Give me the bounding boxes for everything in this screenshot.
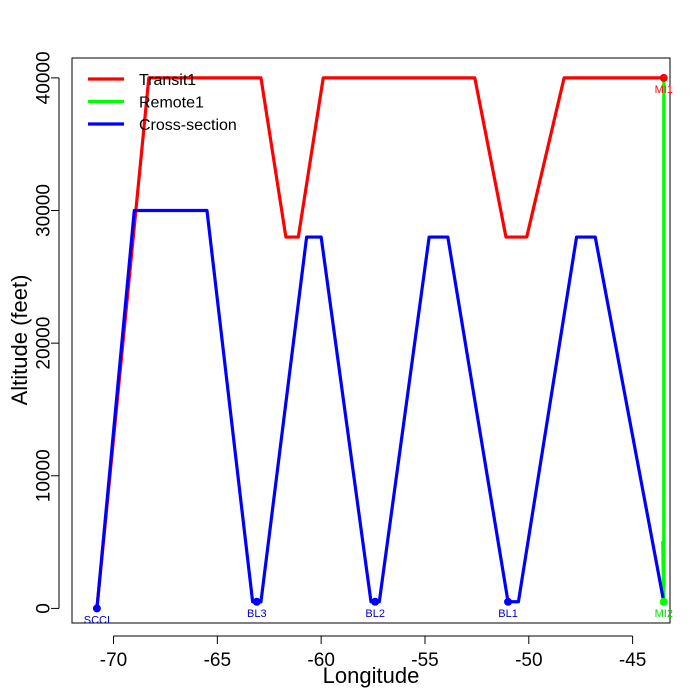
- x-tick-label: -65: [204, 650, 231, 671]
- y-tick-label: 40000: [34, 51, 55, 104]
- x-tick-label: -70: [100, 650, 127, 671]
- legend-entry-label: Transit1: [139, 72, 196, 89]
- series-line-transit1: [95, 76, 664, 609]
- legend: Transit1 Remote1 Cross-section: [88, 72, 237, 134]
- y-axis-label: Altitude (feet): [7, 275, 32, 406]
- y-tick-label: 20000: [34, 317, 55, 370]
- series-line-remote1: [661, 77, 666, 604]
- legend-entry-label: Cross-section: [139, 117, 237, 134]
- waypoint-label: BL1: [498, 608, 518, 620]
- y-tick-label: 0: [34, 603, 55, 614]
- waypoint-label: MI1: [655, 84, 673, 96]
- x-tick-label: -50: [515, 650, 542, 671]
- y-tick-label: 10000: [34, 449, 55, 502]
- waypoint-label: SCCI: [84, 614, 110, 626]
- x-tick-label: -55: [411, 650, 438, 671]
- waypoint-label: BL2: [365, 608, 385, 620]
- x-axis-label: Longitude: [323, 663, 420, 688]
- waypoint-label: BL3: [247, 608, 267, 620]
- waypoint-label: MI2: [655, 608, 673, 620]
- x-tick-label: -60: [307, 650, 334, 671]
- waypoint-marker: [92, 604, 101, 613]
- x-tick-label: -45: [619, 650, 646, 671]
- waypoint-marker: [659, 73, 668, 82]
- waypoint-marker: [252, 597, 261, 606]
- waypoint-marker: [659, 597, 668, 606]
- legend-entry-label: Remote1: [139, 95, 204, 112]
- y-tick-label: 30000: [34, 184, 55, 237]
- waypoint-marker: [371, 597, 380, 606]
- waypoint-marker: [504, 597, 513, 606]
- plot-frame: [71, 57, 671, 624]
